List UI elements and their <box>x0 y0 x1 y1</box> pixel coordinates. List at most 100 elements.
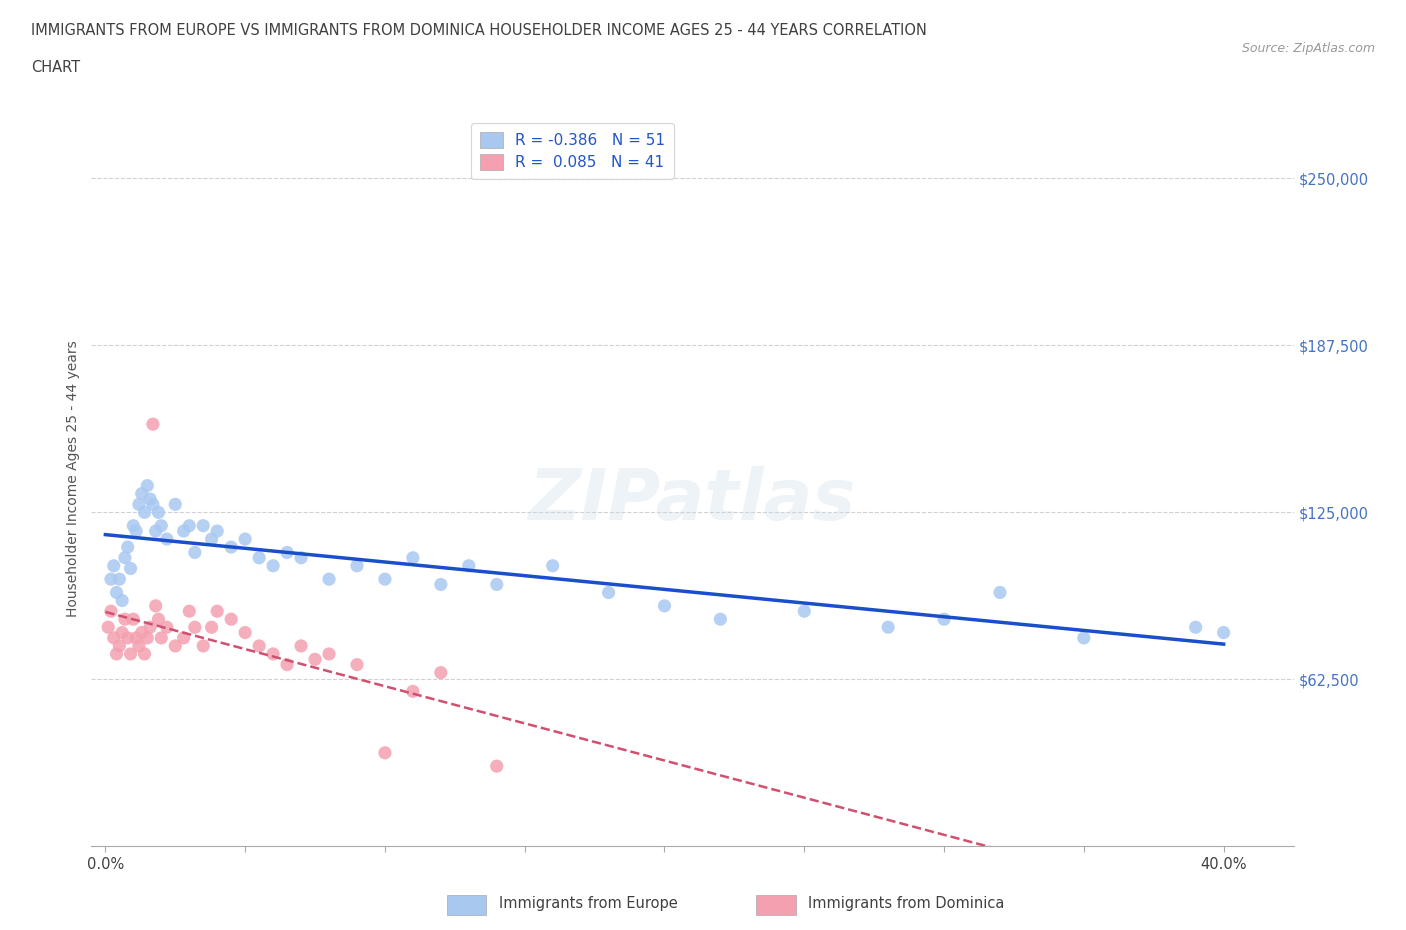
Point <box>877 619 900 634</box>
Point <box>932 612 955 627</box>
Point <box>430 577 453 591</box>
Point <box>219 612 242 627</box>
Point <box>205 524 228 538</box>
Point <box>200 532 222 547</box>
Point <box>128 497 150 512</box>
Point <box>304 652 326 667</box>
Point <box>276 545 298 560</box>
Point <box>131 625 153 640</box>
Point <box>318 572 340 587</box>
Point <box>111 593 134 608</box>
Point <box>173 631 195 645</box>
Point <box>97 619 120 634</box>
Point <box>136 478 159 493</box>
Point <box>139 619 162 634</box>
Point <box>793 604 815 618</box>
Point <box>346 658 368 672</box>
Point <box>117 631 139 645</box>
Point <box>117 539 139 554</box>
Point <box>247 551 270 565</box>
Point <box>485 577 508 591</box>
Point <box>184 545 207 560</box>
Point <box>262 558 284 573</box>
Point <box>114 551 136 565</box>
Point <box>156 619 179 634</box>
Point <box>125 524 148 538</box>
Point <box>179 604 201 618</box>
Point <box>156 532 179 547</box>
Point <box>142 417 165 432</box>
Point <box>205 604 228 618</box>
Point <box>136 631 159 645</box>
Point <box>247 639 270 654</box>
Point <box>988 585 1011 600</box>
Point <box>100 604 122 618</box>
Point <box>200 619 222 634</box>
Point <box>125 631 148 645</box>
Point <box>120 561 142 576</box>
Point <box>193 639 215 654</box>
Text: Immigrants from Dominica: Immigrants from Dominica <box>808 897 1005 911</box>
Point <box>290 639 312 654</box>
Point <box>179 518 201 533</box>
Point <box>165 639 187 654</box>
Point <box>318 646 340 661</box>
Text: CHART: CHART <box>31 60 80 75</box>
Point <box>219 539 242 554</box>
Y-axis label: Householder Income Ages 25 - 44 years: Householder Income Ages 25 - 44 years <box>66 340 80 618</box>
Point <box>134 505 156 520</box>
Point <box>402 684 425 698</box>
Point <box>485 759 508 774</box>
Point <box>709 612 731 627</box>
Point <box>1212 625 1234 640</box>
Point <box>346 558 368 573</box>
Legend: R = -0.386   N = 51, R =  0.085   N = 41: R = -0.386 N = 51, R = 0.085 N = 41 <box>471 123 673 179</box>
Point <box>105 585 128 600</box>
Point <box>262 646 284 661</box>
Point <box>173 524 195 538</box>
Point <box>111 625 134 640</box>
Point <box>145 598 167 613</box>
Point <box>233 532 256 547</box>
Point <box>150 631 173 645</box>
Point <box>1184 619 1206 634</box>
Point <box>114 612 136 627</box>
Point <box>122 518 145 533</box>
Point <box>145 524 167 538</box>
Point <box>131 486 153 501</box>
Point <box>108 572 131 587</box>
Point <box>193 518 215 533</box>
Point <box>120 646 142 661</box>
Point <box>541 558 564 573</box>
Point <box>654 598 676 613</box>
Point <box>148 505 170 520</box>
Point <box>402 551 425 565</box>
Point <box>108 639 131 654</box>
Text: ZIPatlas: ZIPatlas <box>529 467 856 536</box>
Point <box>1073 631 1095 645</box>
Text: Source: ZipAtlas.com: Source: ZipAtlas.com <box>1241 42 1375 55</box>
Point <box>105 646 128 661</box>
Point <box>430 665 453 680</box>
Point <box>122 612 145 627</box>
Point <box>165 497 187 512</box>
Point <box>103 631 125 645</box>
Point <box>457 558 479 573</box>
Point <box>100 572 122 587</box>
Point <box>184 619 207 634</box>
Point <box>374 572 396 587</box>
Point <box>233 625 256 640</box>
Point <box>142 497 165 512</box>
Point <box>276 658 298 672</box>
Text: IMMIGRANTS FROM EUROPE VS IMMIGRANTS FROM DOMINICA HOUSEHOLDER INCOME AGES 25 - : IMMIGRANTS FROM EUROPE VS IMMIGRANTS FRO… <box>31 23 927 38</box>
Point <box>103 558 125 573</box>
Point <box>150 518 173 533</box>
Point <box>290 551 312 565</box>
Point <box>128 639 150 654</box>
Point <box>374 745 396 760</box>
Text: Immigrants from Europe: Immigrants from Europe <box>499 897 678 911</box>
Point <box>148 612 170 627</box>
Point <box>134 646 156 661</box>
Point <box>598 585 620 600</box>
Point <box>139 492 162 507</box>
